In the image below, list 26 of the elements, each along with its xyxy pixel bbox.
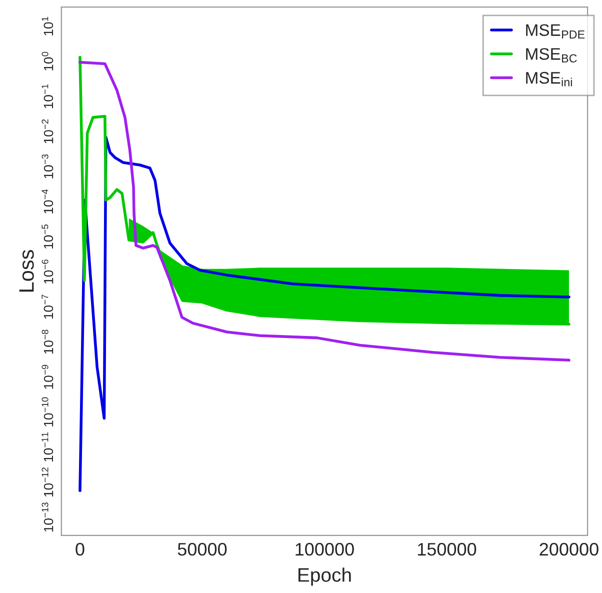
- x-tick-label: 100000: [296, 542, 354, 556]
- y-tick-label: 10$^{−11}$: [42, 432, 54, 462]
- legend-label: MSE$_{BC}$: [526, 48, 577, 62]
- legend-label: MSE$_{PDE}$: [526, 24, 585, 38]
- y-tick-label: 10$^{−8}$: [42, 330, 54, 354]
- y-tick-label: 10$^{−3}$: [42, 154, 54, 178]
- y-tick-label: 10$^{−6}$: [42, 260, 54, 284]
- y-tick-label: 10$^{−4}$: [42, 189, 54, 214]
- y-tick-label: 10$^{−13}$: [42, 502, 54, 532]
- y-tick-label: 10$^{−5}$: [42, 224, 54, 248]
- y-tick-label: 10$^{0}$: [42, 52, 54, 70]
- y-tick-label: 10$^{−10}$: [42, 397, 54, 426]
- y-tick-label: 10$^{−1}$: [42, 84, 54, 108]
- x-tick-label: 150000: [418, 542, 476, 556]
- x-tick-label: 50000: [178, 542, 227, 556]
- y-tick-label: 10$^{1}$: [42, 16, 54, 36]
- y-tick-label: 10$^{−9}$: [42, 364, 54, 389]
- y-tick-label: 10$^{−7}$: [42, 294, 54, 319]
- y-tick-label: 10$^{−12}$: [42, 468, 54, 497]
- y-axis-title: Loss: [19, 250, 34, 292]
- line-series: [78, 60, 570, 362]
- x-axis-title: Epoch: [298, 568, 351, 586]
- x-tick-label: 200000: [540, 542, 598, 556]
- legend-label: MSE$_{ini}$: [526, 72, 572, 86]
- y-tick-label: 10$^{−2}$: [42, 119, 54, 144]
- x-tick-label: 0: [76, 542, 84, 556]
